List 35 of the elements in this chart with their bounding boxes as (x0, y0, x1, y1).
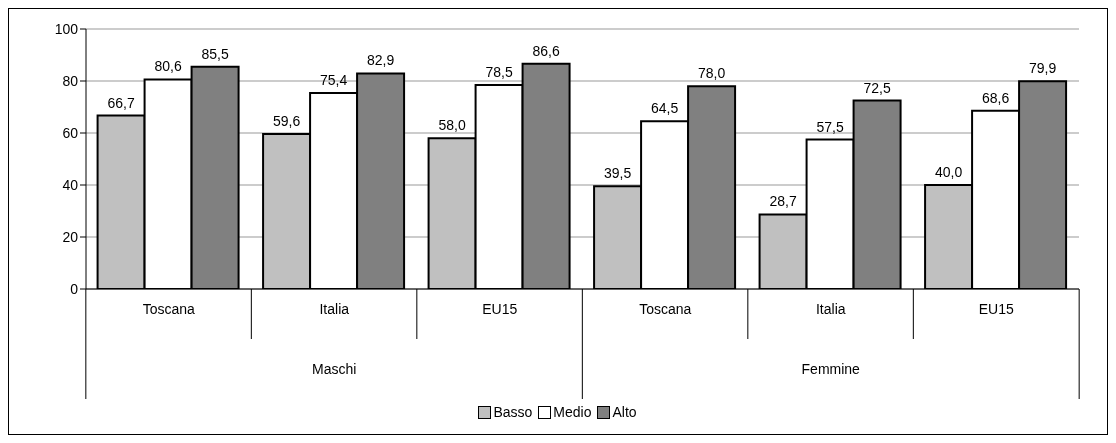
x-tick-label: Toscana (639, 301, 692, 317)
x-tick-label: EU15 (482, 301, 518, 317)
data-label: 40,0 (934, 164, 963, 180)
text: Maschi (312, 361, 357, 377)
data-label: 64,5 (650, 100, 679, 117)
text: Femmine (801, 361, 861, 377)
x-tick-label: Toscana (142, 301, 196, 317)
data-label: 79,9 (1028, 60, 1057, 77)
y-tick-label: 100 (54, 20, 79, 37)
x-tick-label: Italia (319, 301, 350, 317)
data-label: 28,7 (769, 193, 797, 210)
legend-label: Medio (552, 404, 592, 420)
y-tick-label: 40 (62, 176, 79, 193)
data-label: 78,0 (697, 65, 726, 82)
x-tick-label: EU15 (978, 301, 1014, 317)
data-label: 39,5 (603, 165, 632, 182)
data-label: 59,6 (272, 113, 301, 130)
data-label: 72,5 (863, 79, 891, 96)
y-tick-label: 80 (62, 72, 79, 89)
data-label: 75,4 (319, 71, 348, 88)
legend-label: Alto (611, 404, 637, 420)
y-tick-label: 20 (62, 228, 79, 245)
y-tick-label: 60 (62, 124, 79, 141)
data-label: 86,6 (532, 42, 560, 59)
data-label: 85,5 (201, 45, 229, 62)
y-tick-label: 0 (70, 280, 79, 297)
data-label: 80,6 (154, 58, 182, 75)
data-label: 66,7 (107, 94, 135, 111)
data-label: 58,0 (438, 117, 466, 134)
data-label: 78,5 (485, 63, 513, 80)
data-label: 82,9 (366, 52, 395, 69)
x-tick-label: Italia (815, 301, 846, 317)
data-label: 68,6 (981, 89, 1010, 106)
legend-label: Basso (492, 404, 533, 420)
data-label: 57,5 (816, 118, 844, 135)
